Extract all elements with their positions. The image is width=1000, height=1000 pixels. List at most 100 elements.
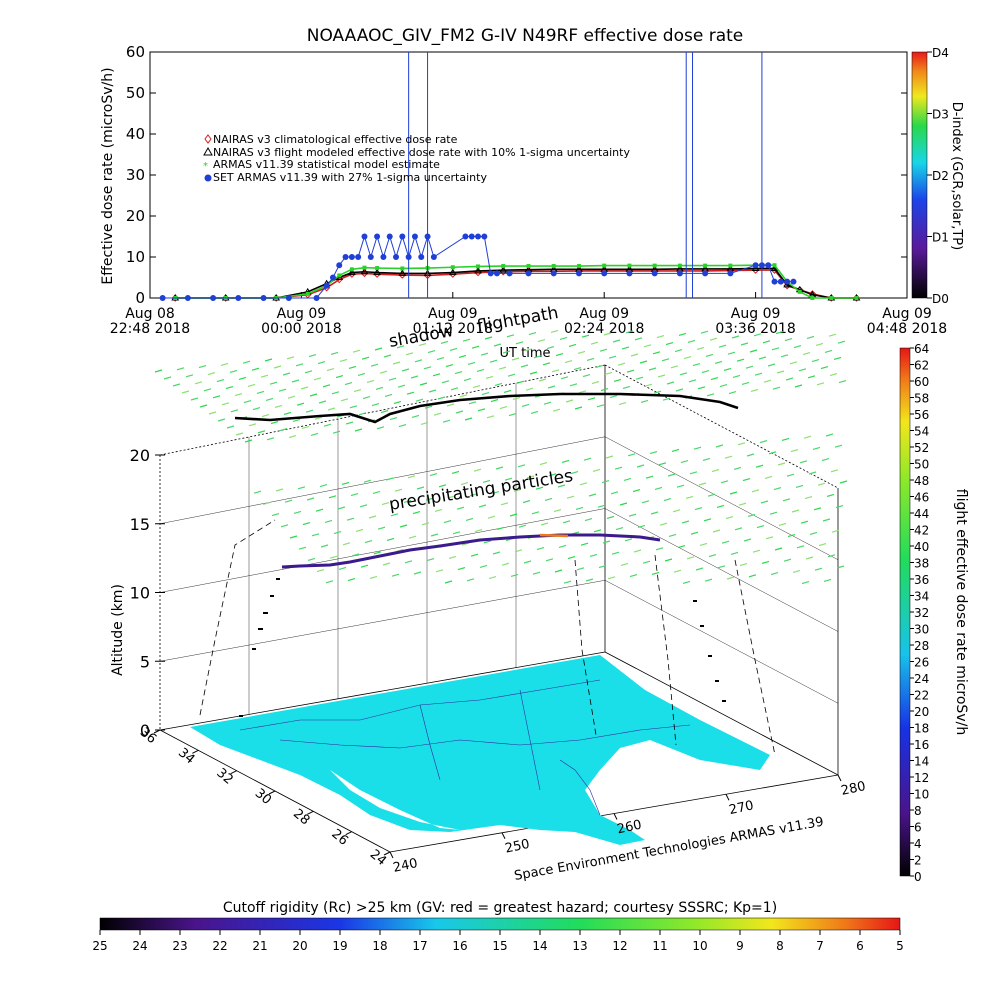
- particle-arrow: [696, 346, 705, 350]
- top-y-axis: 0 10 20 30 40 50 60: [126, 43, 907, 307]
- data-point: [337, 273, 342, 278]
- particle-arrow: [620, 562, 629, 566]
- data-point: [367, 254, 374, 260]
- flight-sample-marker: [239, 715, 243, 717]
- particle-arrow: [837, 340, 846, 344]
- particle-arrow: [787, 534, 796, 538]
- data-point: [399, 233, 406, 240]
- dose-tick-label: 46: [914, 491, 929, 505]
- data-point: [349, 267, 354, 272]
- shadow-flightpath: [234, 392, 739, 424]
- particle-arrow: [512, 396, 521, 400]
- data-point: [627, 263, 632, 268]
- particle-arrow: [522, 500, 531, 504]
- particle-arrow: [688, 379, 697, 383]
- particle-arrow: [721, 540, 730, 544]
- flight-sample-marker: [276, 578, 280, 580]
- particle-arrow: [641, 500, 650, 504]
- latitude-tick: [192, 749, 199, 754]
- particle-arrow: [578, 390, 587, 394]
- data-point: [210, 295, 217, 301]
- particle-arrow: [234, 393, 243, 397]
- particle-arrow: [798, 368, 807, 372]
- data-point: [400, 266, 405, 271]
- particle-arrow: [621, 346, 630, 350]
- particle-arrow: [252, 407, 261, 411]
- particle-arrow: [592, 468, 601, 472]
- particle-arrow: [361, 356, 370, 360]
- particle-arrow: [588, 493, 597, 497]
- particle-arrow: [583, 457, 592, 461]
- cutoff-rigidity-strip: [99, 917, 901, 931]
- altitude-tick-label: 10: [130, 584, 150, 603]
- particle-arrow: [538, 378, 547, 382]
- particle-arrow: [742, 478, 751, 482]
- particle-arrow: [376, 426, 385, 430]
- particle-arrow: [225, 386, 234, 390]
- longitude-axis: 240 250 260 270 280: [389, 774, 867, 876]
- particle-arrow: [350, 493, 359, 497]
- particle-arrow: [437, 396, 446, 400]
- particle-arrow: [543, 401, 552, 405]
- rigidity-tick-label: 13: [572, 939, 587, 953]
- particle-arrow: [630, 353, 639, 357]
- particle-arrow: [490, 399, 499, 403]
- particle-arrow: [683, 356, 692, 360]
- particle-arrow: [282, 372, 291, 376]
- particle-arrow: [777, 462, 786, 466]
- particle-arrow: [754, 372, 763, 376]
- particle-arrow: [636, 464, 645, 468]
- particle-arrow: [444, 580, 453, 584]
- particle-arrow: [768, 451, 777, 455]
- particle-arrow: [770, 572, 779, 576]
- box-edge: [604, 651, 839, 776]
- particle-arrow: [599, 348, 608, 352]
- x-tick-label: 03:36 2018: [715, 321, 795, 337]
- particle-arrow: [256, 390, 265, 394]
- rigidity-tick-label: 12: [612, 939, 627, 953]
- particle-arrow: [421, 522, 430, 526]
- data-point: [411, 233, 418, 240]
- particle-arrow: [181, 390, 190, 394]
- particle-arrow: [833, 356, 842, 360]
- particle-arrow: [826, 493, 835, 497]
- particle-arrow: [644, 383, 653, 387]
- top-x-axis-label: UT time: [500, 346, 551, 361]
- altitude-tick-label: 15: [130, 515, 150, 534]
- dose-tick-label: 30: [914, 623, 929, 637]
- data-point: [362, 265, 367, 270]
- particle-arrow: [831, 529, 840, 533]
- particle-arrow: [699, 542, 708, 546]
- data-point: [260, 295, 267, 301]
- particle-arrow: [454, 371, 463, 375]
- particle-arrow: [772, 386, 781, 390]
- particle-arrow: [284, 499, 293, 503]
- latitude-tick-label: 32: [213, 766, 235, 788]
- particle-arrow: [434, 508, 443, 512]
- particle-arrow: [352, 349, 361, 353]
- particle-arrow: [675, 388, 684, 392]
- particle-arrow: [659, 522, 668, 526]
- particle-arrow: [611, 551, 620, 555]
- data-point: [777, 278, 784, 285]
- particle-arrow: [380, 410, 389, 414]
- particle-arrow: [629, 574, 638, 578]
- particle-arrow: [791, 509, 800, 513]
- particle-arrow: [717, 565, 726, 569]
- data-point: [575, 270, 582, 277]
- particle-arrow: [812, 446, 821, 450]
- data-point: [386, 233, 393, 240]
- particle-arrow: [217, 418, 226, 422]
- particle-arrow: [603, 332, 612, 336]
- particle-arrow: [445, 364, 454, 368]
- data-point: [526, 264, 531, 269]
- dose-colorbar-ticks: 0246810121416182022242628303234363840424…: [910, 342, 929, 884]
- particle-arrow: [369, 575, 378, 579]
- box-edge: [159, 364, 606, 456]
- particle-arrow: [207, 372, 216, 376]
- data-point: [727, 270, 734, 277]
- dose-tick-label: 32: [914, 606, 929, 620]
- particle-arrow: [221, 402, 230, 406]
- particle-arrow: [609, 395, 618, 399]
- particle-arrow: [435, 569, 444, 573]
